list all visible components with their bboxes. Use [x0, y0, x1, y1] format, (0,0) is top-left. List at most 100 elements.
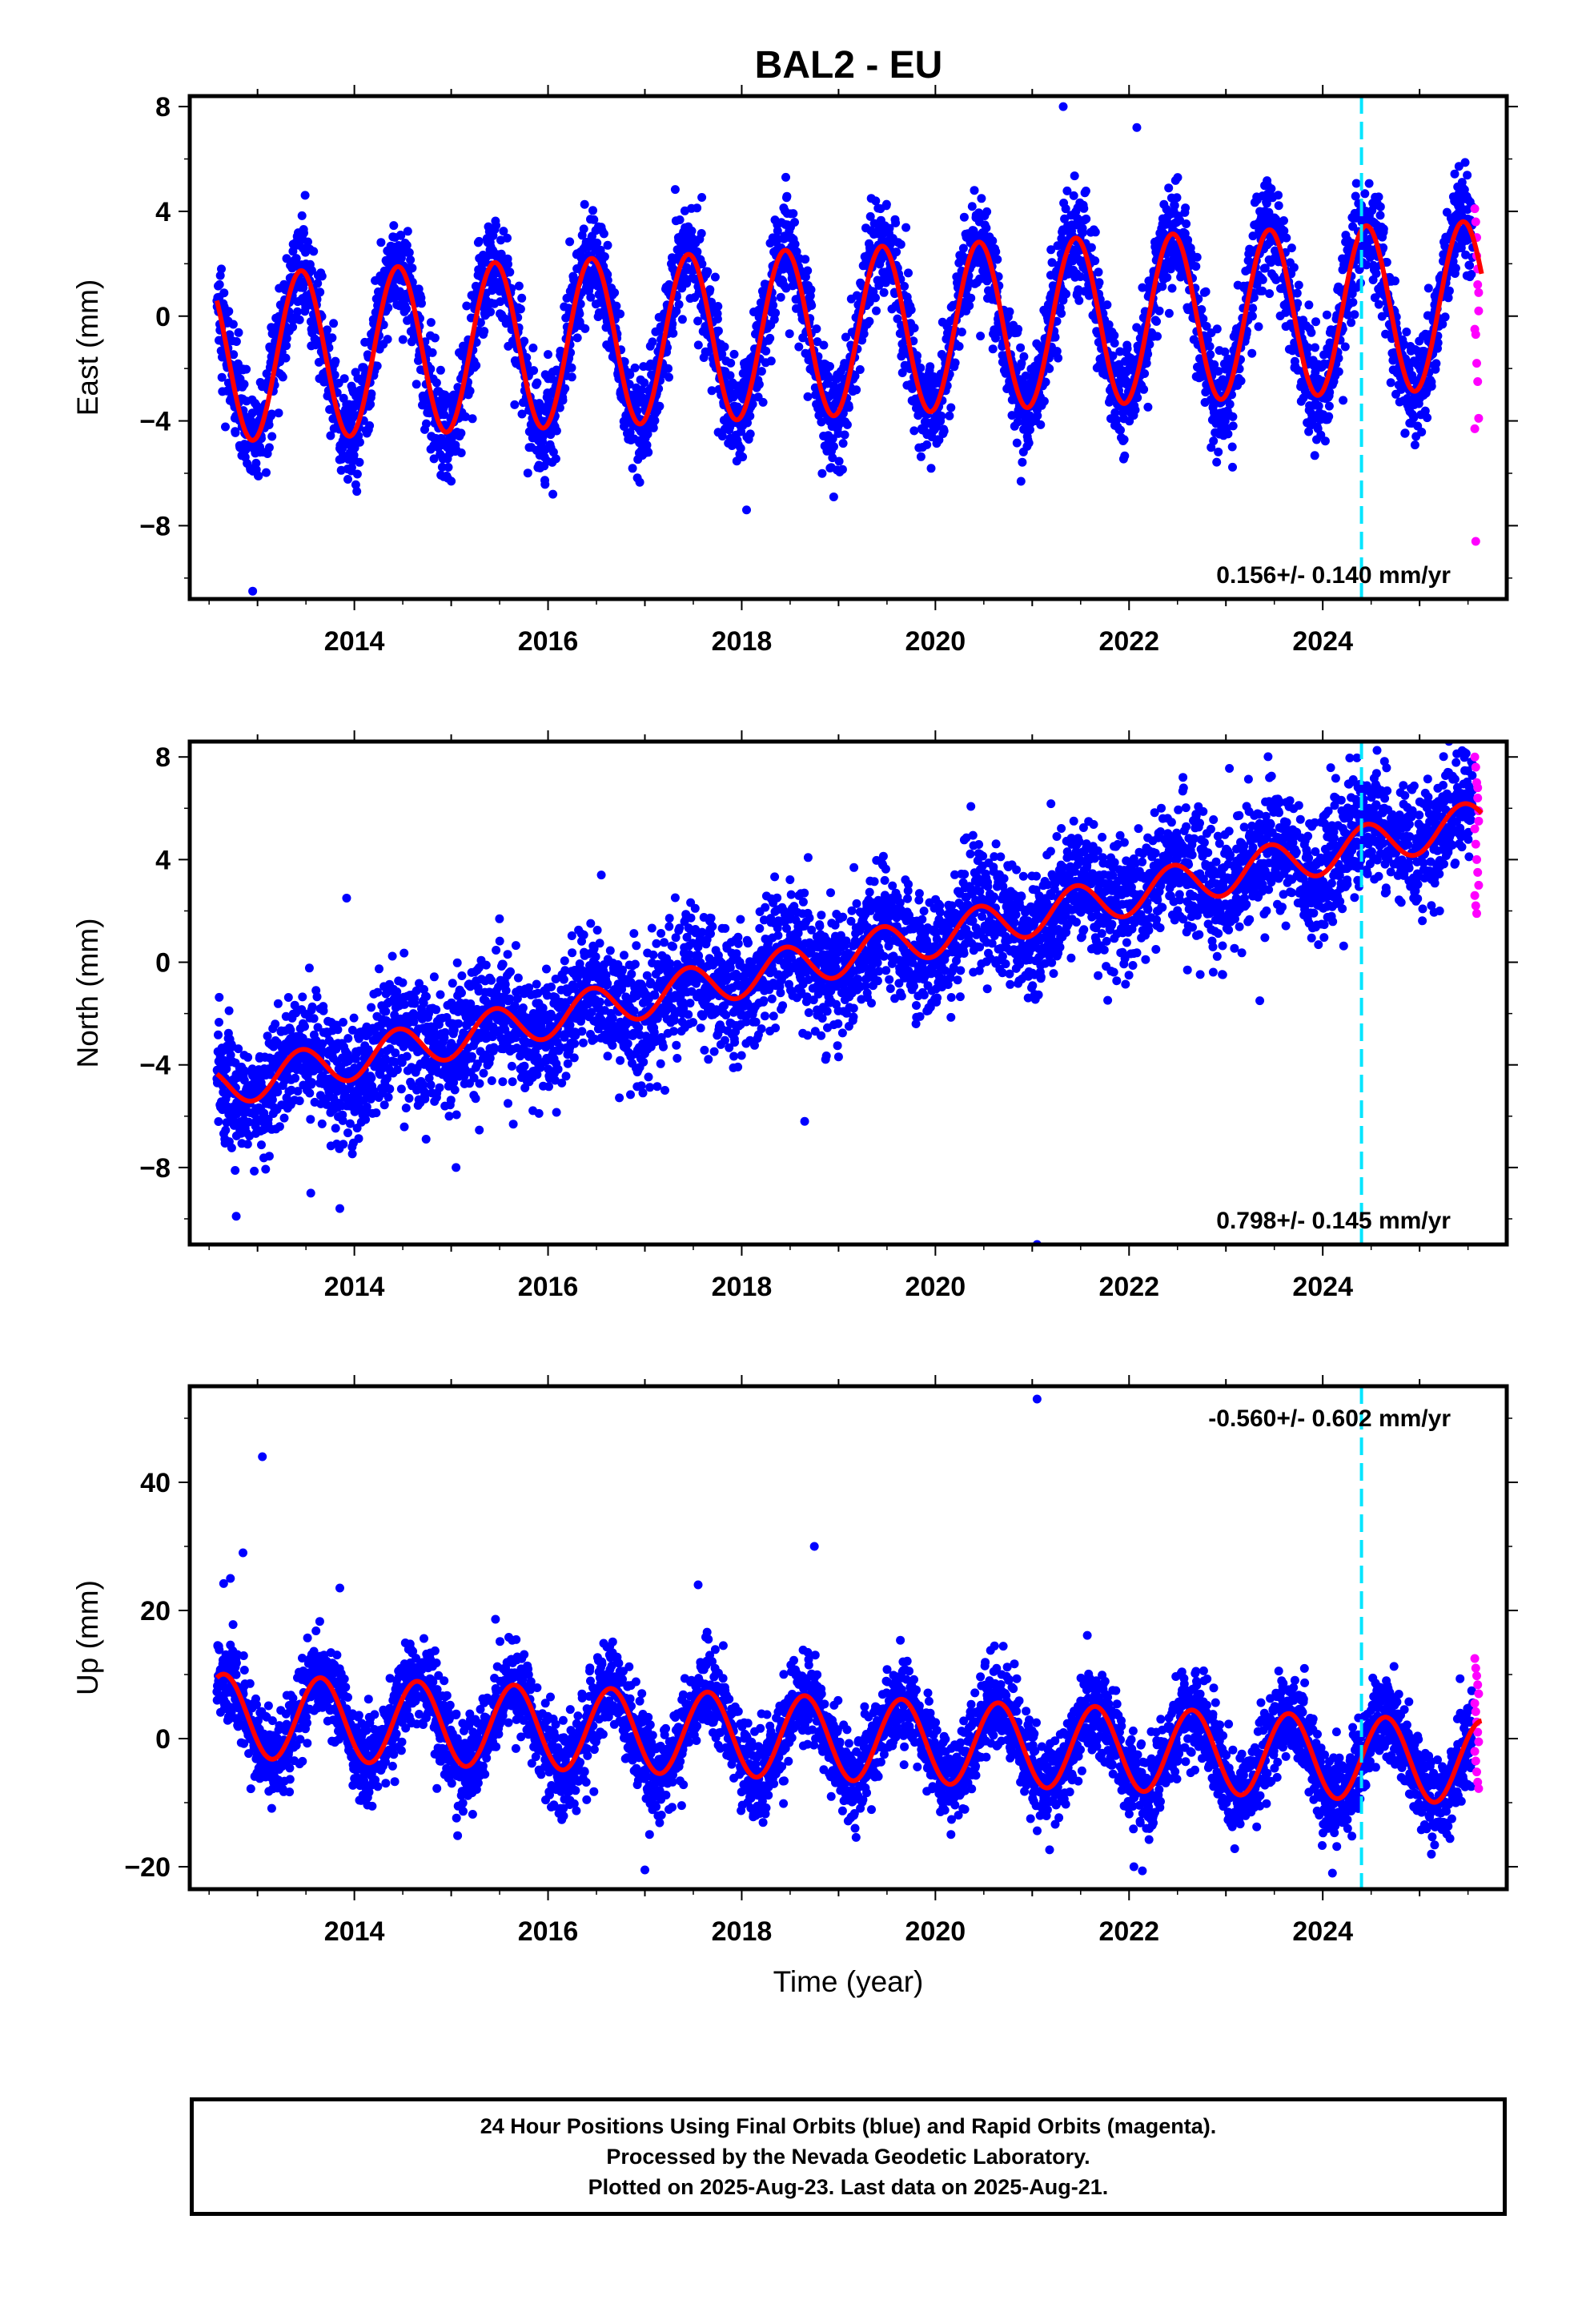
final-point — [257, 1140, 266, 1150]
final-point — [1417, 428, 1427, 436]
final-point — [1228, 421, 1238, 431]
final-point — [1410, 440, 1419, 450]
final-point — [1173, 173, 1182, 183]
final-point — [697, 229, 706, 238]
final-point — [552, 426, 561, 436]
final-point — [1070, 171, 1079, 181]
final-point — [1440, 312, 1450, 322]
final-point — [813, 337, 822, 347]
final-point — [222, 1118, 231, 1128]
final-point — [1351, 179, 1361, 188]
final-point — [1041, 377, 1050, 387]
final-point — [1181, 203, 1191, 213]
final-point — [514, 281, 524, 291]
final-point — [957, 328, 966, 337]
final-point — [612, 301, 621, 311]
final-point — [429, 454, 439, 464]
final-point — [879, 287, 889, 297]
final-point — [283, 993, 293, 1002]
final-point — [503, 233, 512, 243]
final-point — [396, 231, 406, 240]
final-point — [803, 392, 813, 401]
final-point — [1110, 331, 1119, 340]
final-point — [517, 409, 527, 419]
final-point — [766, 356, 776, 366]
final-point — [850, 372, 860, 381]
rapid-point — [1474, 306, 1484, 316]
final-point — [717, 349, 727, 359]
final-point — [891, 218, 901, 227]
final-point — [904, 268, 913, 278]
final-point — [229, 350, 239, 360]
final-point — [792, 247, 801, 256]
final-point — [1450, 169, 1460, 179]
final-point — [510, 400, 520, 409]
final-point — [1247, 348, 1257, 358]
final-point — [299, 283, 308, 292]
final-point — [1292, 288, 1302, 298]
final-point — [1271, 275, 1281, 284]
final-point — [1016, 343, 1026, 352]
final-point — [376, 238, 386, 247]
final-point — [600, 252, 609, 261]
final-point — [347, 463, 356, 472]
final-point — [916, 363, 926, 372]
final-point — [323, 325, 332, 335]
final-point — [1433, 338, 1443, 348]
final-point — [1012, 438, 1022, 448]
final-point — [801, 255, 810, 264]
final-point — [769, 300, 778, 310]
final-point — [1379, 224, 1388, 234]
final-point — [291, 254, 301, 263]
final-point — [1045, 364, 1054, 373]
final-point — [282, 254, 291, 263]
final-point — [1303, 343, 1313, 352]
final-point — [575, 309, 584, 319]
final-point — [991, 333, 1000, 343]
final-point — [480, 327, 489, 336]
final-point — [1069, 191, 1078, 200]
final-point — [1167, 283, 1177, 293]
plot-area — [212, 102, 1484, 596]
final-point — [505, 267, 515, 277]
final-point — [1386, 378, 1395, 388]
final-point — [1223, 429, 1233, 439]
final-point — [599, 229, 608, 239]
final-point — [988, 236, 998, 246]
final-point — [251, 458, 261, 468]
final-point — [426, 318, 436, 328]
final-point — [1026, 425, 1034, 435]
final-point — [1116, 425, 1125, 435]
final-point — [580, 324, 590, 333]
final-point — [1140, 369, 1150, 378]
final-point — [829, 381, 838, 391]
final-point — [1307, 328, 1316, 337]
y-tick-label: 8 — [155, 92, 171, 123]
final-point — [304, 963, 314, 973]
x-tick-label: 2022 — [1098, 626, 1159, 657]
final-point — [303, 237, 312, 247]
final-point — [1074, 296, 1084, 305]
final-point — [765, 333, 775, 343]
final-point — [669, 328, 678, 338]
final-point — [1364, 179, 1374, 188]
final-point — [682, 279, 692, 288]
final-point — [648, 337, 657, 347]
final-point — [871, 293, 880, 303]
final-point — [244, 1117, 254, 1127]
final-point — [946, 403, 956, 412]
final-point — [1162, 273, 1172, 282]
y-tick-label: −4 — [139, 407, 171, 437]
final-point — [1409, 413, 1419, 423]
final-point — [1451, 263, 1460, 273]
final-point — [309, 247, 319, 256]
final-point — [329, 319, 339, 328]
final-point — [231, 1166, 240, 1175]
final-point — [1036, 420, 1046, 429]
final-point — [243, 1052, 253, 1062]
final-point — [247, 1064, 257, 1074]
final-point — [1340, 342, 1350, 352]
final-point — [1205, 342, 1215, 351]
final-point — [282, 334, 291, 344]
